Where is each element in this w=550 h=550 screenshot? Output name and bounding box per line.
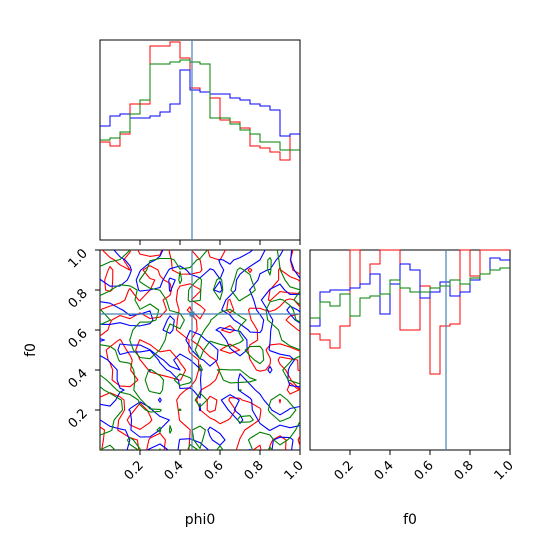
joint-y-tick-label: 0.8 [66,286,91,311]
right-x-tick-label: 1.0 [492,458,517,483]
joint-contour-series-2 [100,250,300,450]
joint-contour-series-1 [100,250,300,450]
right-x-tick-label: 0.8 [452,458,477,483]
joint-y-tick-label: 0.6 [66,326,91,351]
phi0-hist-series-2 [100,59,300,151]
f0-marginal-panel [309,249,511,451]
joint-x-tick-label: 0.2 [122,458,147,483]
y-axis-label-f0: f0 [23,343,39,357]
joint-contour-panel [99,249,301,451]
right-x-tick-label: 0.2 [332,458,357,483]
f0-hist-series-0 [310,249,510,375]
f0-hist-series-2 [310,267,510,319]
joint-y-tick-label: 0.2 [66,406,91,431]
right-x-tick-label: 0.6 [412,458,437,483]
right-x-tick-label: 0.4 [372,458,397,483]
joint-x-tick-label: 1.0 [282,458,307,483]
joint-y-tick-label: 0.4 [66,366,91,391]
joint-truth-point [189,311,195,317]
phi0-histograms [100,40,300,240]
joint-y-tick-label: 1.0 [66,246,91,271]
joint-contours [100,250,300,450]
joint-x-tick-label: 0.6 [202,458,227,483]
x-axis-label-f0: f0 [403,512,417,528]
f0-hist-series-1 [310,257,510,327]
phi0-marginal-panel [99,39,301,241]
f0-histograms [310,249,510,450]
joint-x-tick-label: 0.4 [162,458,187,483]
phi0-hist-series-1 [100,69,300,137]
x-axis-label-phi0: phi0 [185,512,216,528]
joint-x-tick-label: 0.8 [242,458,267,483]
